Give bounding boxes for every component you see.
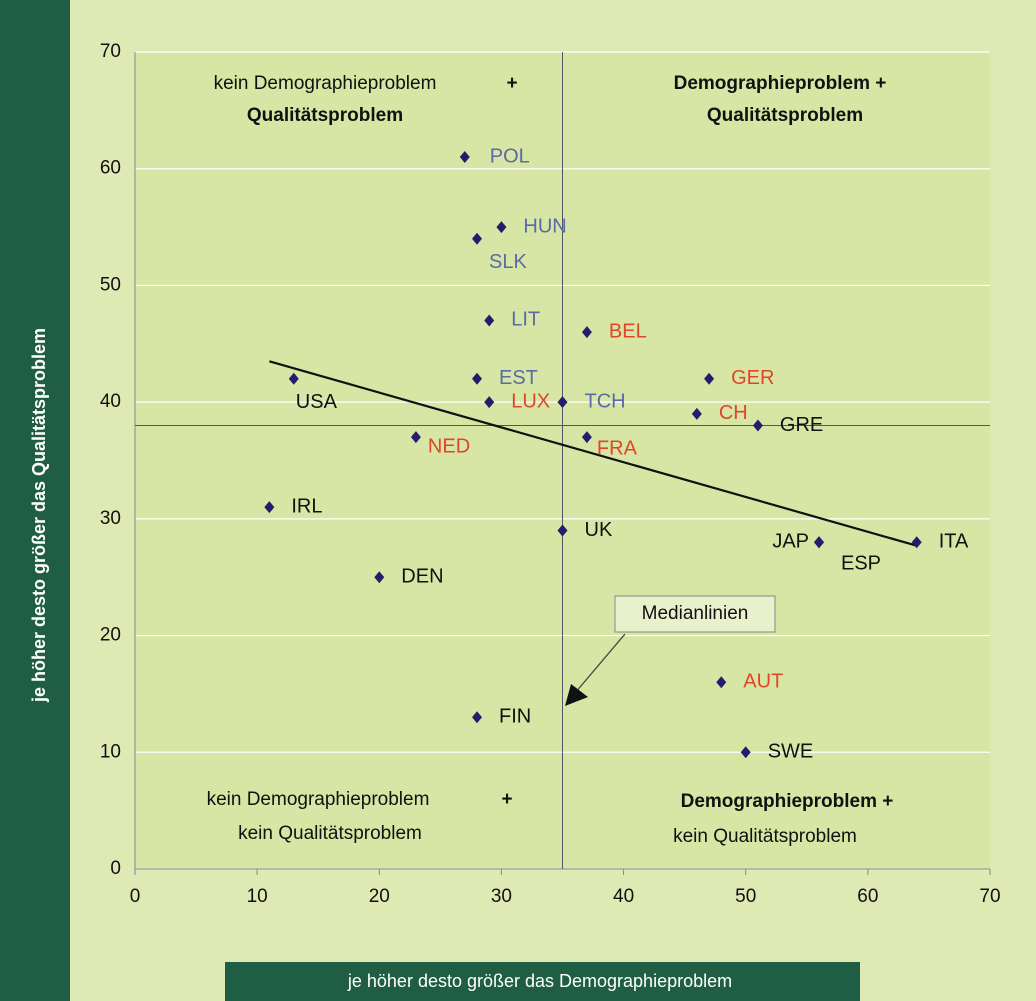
x-tick-label: 0 [130, 886, 141, 907]
point-label: FRA [597, 437, 638, 459]
point [716, 676, 727, 689]
point [752, 419, 763, 432]
y-axis-label: je höher desto größer das Qualitätsprobl… [29, 328, 49, 703]
x-axis-label: je höher desto größer das Demographiepro… [347, 971, 732, 991]
point-label: NED [428, 435, 470, 457]
point [557, 396, 568, 409]
y-tick-label: 10 [100, 741, 121, 762]
x-tick-label: 40 [613, 886, 634, 907]
annotation: kein Demographieproblem [214, 73, 437, 94]
point-label: SWE [768, 741, 814, 763]
arrow-head [565, 684, 588, 706]
x-tick-label: 60 [857, 886, 878, 907]
y-tick-label: 0 [110, 858, 121, 879]
annotation: Qualitätsproblem [247, 105, 403, 126]
trend-line [269, 360, 918, 547]
point [484, 396, 495, 409]
annotation: kein Demographieproblem [207, 789, 430, 810]
point-label: BEL [609, 320, 647, 342]
point-label: DEN [401, 565, 443, 587]
point [484, 314, 495, 327]
point [557, 524, 568, 537]
point-label: USA [296, 391, 338, 413]
median-label: Medianlinien [642, 603, 749, 624]
point-label: AUT [743, 671, 783, 693]
point-label: EST [499, 367, 538, 389]
point [581, 431, 592, 444]
point-label: JAP [772, 530, 809, 552]
x-tick-label: 30 [491, 886, 512, 907]
point-label: FIN [499, 706, 531, 728]
point-label: HUN [523, 215, 566, 237]
point-label: ITA [939, 530, 969, 552]
point [581, 326, 592, 339]
point-label: SLK [489, 251, 527, 273]
point [374, 571, 385, 584]
point [691, 407, 702, 420]
y-tick-label: 60 [100, 158, 121, 179]
point [288, 372, 299, 385]
annotation: + [501, 789, 512, 810]
point [459, 151, 470, 164]
point-label: UK [585, 519, 613, 541]
y-tick-label: 40 [100, 391, 121, 412]
point [410, 431, 421, 444]
point-label: LIT [511, 309, 540, 331]
annotation: kein Qualitätsproblem [238, 823, 422, 844]
point [472, 711, 482, 724]
y-tick-label: 70 [100, 41, 121, 62]
point [472, 232, 482, 245]
y-tick-label: 30 [100, 508, 121, 529]
x-tick-label: 70 [979, 886, 1000, 907]
point [704, 372, 715, 385]
y-tick-label: 50 [100, 274, 121, 295]
point-label: ESP [841, 552, 881, 574]
point [814, 536, 824, 549]
point-label: IRL [291, 495, 322, 517]
point-label: LUX [511, 390, 550, 412]
point-label: POL [490, 145, 530, 167]
point [472, 372, 482, 385]
point [740, 746, 751, 759]
point-label: GRE [780, 414, 823, 436]
annotation: Qualitätsproblem [707, 105, 863, 126]
point-label: CH [719, 402, 748, 424]
y-label-bar [0, 0, 70, 1001]
point [911, 536, 922, 549]
x-tick-label: 10 [247, 886, 268, 907]
y-tick-label: 20 [100, 625, 121, 646]
annotation: Demographieproblem + [681, 791, 894, 812]
annotation: + [506, 73, 517, 94]
annotation: Demographieproblem + [674, 73, 887, 94]
annotation: kein Qualitätsproblem [673, 826, 857, 847]
x-tick-label: 50 [735, 886, 756, 907]
point-label: TCH [585, 390, 626, 412]
point [496, 221, 507, 234]
x-tick-label: 20 [369, 886, 390, 907]
arrow [574, 633, 626, 694]
point-label: GER [731, 367, 774, 389]
point [264, 501, 275, 514]
x-label-box [225, 962, 860, 1001]
median-label-box [614, 595, 776, 633]
